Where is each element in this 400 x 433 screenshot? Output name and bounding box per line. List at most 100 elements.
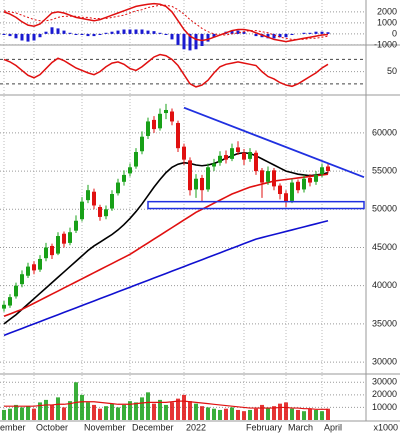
histogram-bar xyxy=(266,33,270,39)
candle-body xyxy=(236,147,240,152)
histogram-bar xyxy=(314,31,318,34)
candle-body xyxy=(284,193,288,202)
x-tick-label: February xyxy=(246,422,283,432)
y-tick-label: 20000 xyxy=(372,389,397,399)
candle-body xyxy=(230,148,234,159)
histogram-bar xyxy=(242,31,246,34)
histogram-bar xyxy=(56,28,60,34)
volume-bar xyxy=(320,411,324,420)
candle-body xyxy=(314,174,318,182)
candle-body xyxy=(224,155,228,160)
candle-body xyxy=(296,181,300,191)
volume-bar xyxy=(284,402,288,420)
histogram-bar xyxy=(80,33,84,35)
candle-body xyxy=(62,233,66,244)
histogram-bar xyxy=(74,33,78,35)
candle-body xyxy=(320,167,324,175)
histogram-bar xyxy=(278,33,282,38)
candle-body xyxy=(44,247,48,259)
candle-body xyxy=(98,207,102,217)
candle-body xyxy=(80,201,84,220)
histogram-bar xyxy=(104,32,108,34)
histogram-bar xyxy=(302,32,306,34)
histogram-bar xyxy=(14,33,18,39)
volume-bar xyxy=(170,402,174,420)
candle-body xyxy=(182,146,186,160)
volume-bar xyxy=(242,411,246,420)
volume-bar xyxy=(224,408,228,420)
volume-bar xyxy=(134,402,138,420)
histogram-bar xyxy=(92,33,96,37)
x-tick-label: March xyxy=(288,422,313,432)
candle-body xyxy=(140,136,144,152)
volume-bar xyxy=(128,401,132,420)
volume-bar xyxy=(20,407,24,420)
y-tick-label: 2000 xyxy=(377,6,397,16)
candle-body xyxy=(206,167,210,190)
histogram-bar xyxy=(272,33,276,39)
histogram-bar xyxy=(140,29,144,34)
moving-average xyxy=(3,151,329,325)
volume-bar xyxy=(236,409,240,420)
candle-body xyxy=(290,182,294,201)
y-tick-label: 40000 xyxy=(372,280,397,290)
histogram-bar xyxy=(110,31,114,34)
volume-bar xyxy=(38,402,42,420)
histogram-bar xyxy=(212,33,216,38)
histogram-bar xyxy=(98,33,102,35)
histogram-bar xyxy=(128,29,132,34)
candle-body xyxy=(74,220,78,231)
candle-body xyxy=(302,178,306,190)
volume-bar xyxy=(218,409,222,420)
volume-bar xyxy=(278,403,282,420)
histogram-bar xyxy=(176,33,180,45)
histogram-bar xyxy=(152,31,156,34)
candle-body xyxy=(92,191,96,206)
volume-bar xyxy=(230,407,234,420)
volume-bar xyxy=(80,394,84,420)
candle-body xyxy=(8,297,12,306)
candle-body xyxy=(146,121,150,136)
candle-body xyxy=(248,152,252,159)
candle-body xyxy=(116,182,120,194)
candle-body xyxy=(326,166,330,172)
trendline xyxy=(183,106,365,179)
candle-body xyxy=(38,258,42,270)
histogram-bar xyxy=(170,33,174,40)
candle-body xyxy=(170,111,174,122)
candle-body xyxy=(194,178,198,190)
y-tick-label: 30000 xyxy=(372,377,397,387)
volume-bar xyxy=(308,408,312,420)
histogram-bar xyxy=(2,33,6,35)
candle-body xyxy=(68,232,72,243)
x-tick-label: ember xyxy=(0,422,26,432)
candle-body xyxy=(278,185,282,195)
y-tick-label: 1000 xyxy=(377,17,397,27)
volume-bar xyxy=(116,407,120,420)
volume-bar xyxy=(182,394,186,420)
y-tick-label: 10000 xyxy=(372,402,397,412)
histogram-bar xyxy=(68,32,72,34)
candle-body xyxy=(188,160,192,191)
volume-bar xyxy=(176,398,180,420)
histogram-bar xyxy=(326,32,330,34)
y-tick-label: 45000 xyxy=(372,242,397,252)
volume-bar xyxy=(74,382,78,420)
volume-bar xyxy=(158,399,162,420)
volume-bar xyxy=(8,408,12,420)
y-tick-label: -1000 xyxy=(374,39,397,49)
histogram-bar xyxy=(188,33,192,51)
y-tick-label: 60000 xyxy=(372,127,397,137)
volume-bar xyxy=(326,408,330,420)
volume-bar xyxy=(212,408,216,420)
histogram-bar xyxy=(182,33,186,50)
candle-body xyxy=(128,167,132,174)
volume-bar xyxy=(200,406,204,420)
volume-bar xyxy=(164,404,168,420)
candle-body xyxy=(134,152,138,167)
y-tick-label: 50000 xyxy=(372,204,397,214)
histogram-bar xyxy=(38,33,42,38)
volume-bar xyxy=(140,397,144,420)
volume-bar xyxy=(194,403,198,420)
